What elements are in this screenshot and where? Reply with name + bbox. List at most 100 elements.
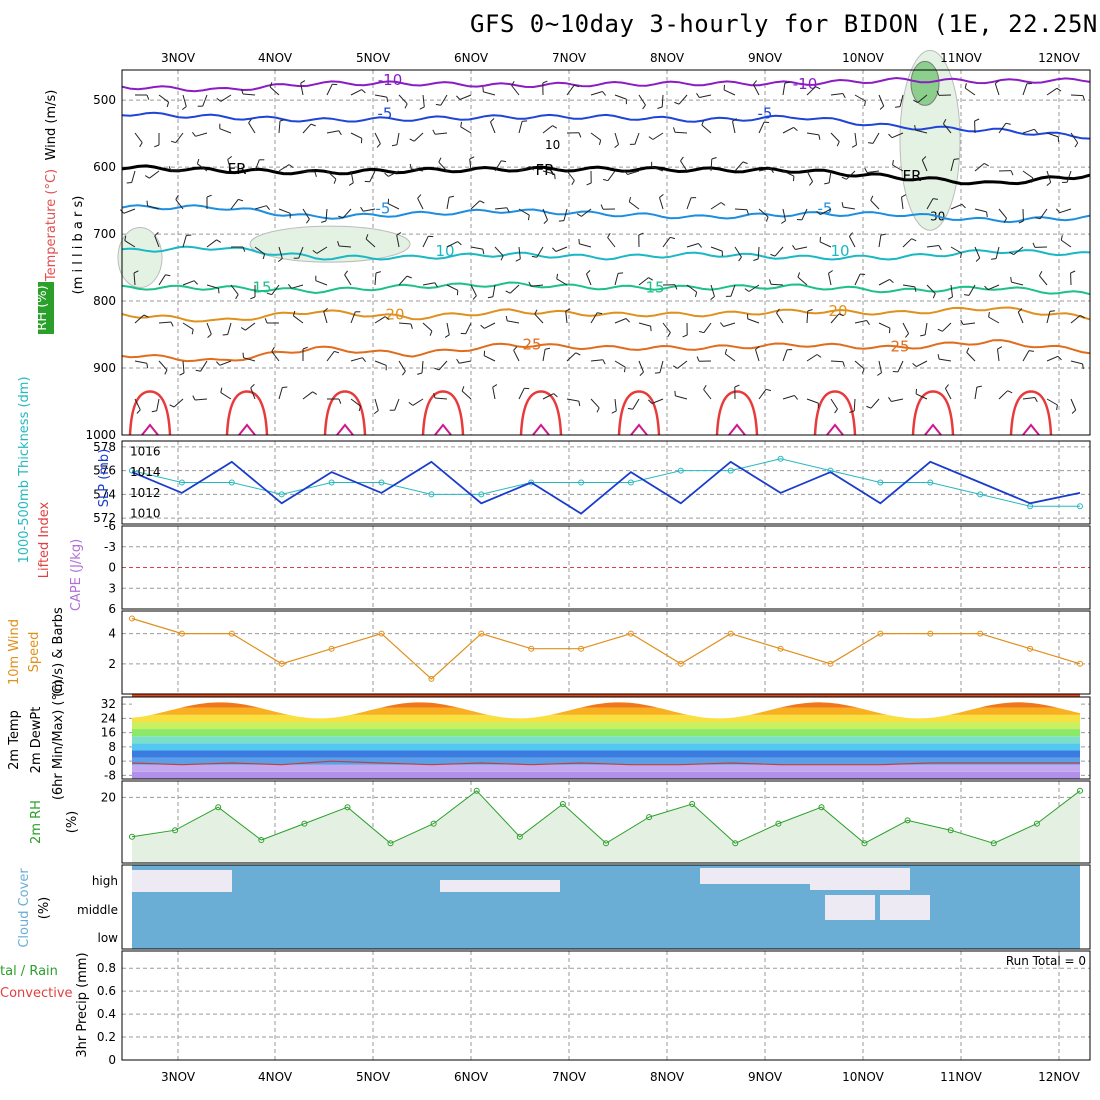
wind-barb bbox=[374, 132, 381, 144]
wind-barb-flag bbox=[323, 308, 329, 312]
wind-barb-flag bbox=[449, 195, 455, 198]
wind-barb bbox=[483, 91, 496, 96]
wind-barb-flag bbox=[264, 318, 268, 324]
cloud-fill bbox=[132, 865, 1080, 949]
wind-barb bbox=[627, 170, 640, 175]
wind-barb bbox=[964, 87, 976, 96]
wind-barb-flag bbox=[984, 162, 989, 167]
wind-barb bbox=[878, 360, 882, 373]
top-date-label: 10NOV bbox=[842, 51, 884, 65]
wind-barb-flag bbox=[937, 328, 943, 332]
wind-barb-flag bbox=[312, 249, 318, 254]
wind-barb-flag bbox=[333, 178, 337, 184]
wind-barb bbox=[1059, 208, 1072, 214]
wind-barb-flag bbox=[974, 118, 980, 122]
temp2m-tick-label: -8 bbox=[104, 768, 116, 782]
wind-barb bbox=[398, 322, 412, 325]
top-date-label: 12NOV bbox=[1038, 51, 1080, 65]
isotherm-line bbox=[121, 245, 1091, 261]
wind-barb-flag bbox=[505, 290, 511, 294]
wind-barb-flag bbox=[842, 361, 845, 367]
wind-barb bbox=[556, 278, 568, 286]
wind-barb bbox=[465, 322, 472, 335]
wind-barb bbox=[350, 89, 362, 96]
wind-barb bbox=[652, 132, 664, 140]
wind-barb bbox=[446, 241, 458, 248]
wind-barb-flag bbox=[861, 368, 865, 374]
precip-axis-label: 3hr Precip (mm) bbox=[75, 952, 90, 1057]
wind-barb-flag bbox=[674, 390, 676, 396]
wind-barb bbox=[974, 387, 978, 400]
wind-barb-flag bbox=[242, 246, 246, 252]
wind-barb bbox=[278, 246, 283, 259]
wind-barb-flag bbox=[1080, 314, 1085, 319]
top-date-label: 11NOV bbox=[940, 51, 982, 65]
wind-barb bbox=[998, 122, 1007, 134]
wind-barb-flag bbox=[1071, 409, 1077, 414]
wind-barb-flag bbox=[913, 99, 918, 104]
wind-barb bbox=[892, 164, 904, 172]
wind-barb-flag bbox=[136, 409, 141, 414]
wind-barb bbox=[634, 132, 640, 145]
wind-barb bbox=[555, 246, 568, 252]
wind-barb-flag bbox=[1034, 397, 1038, 403]
wind-barb bbox=[158, 274, 166, 286]
isotherm-30-loop bbox=[323, 390, 367, 436]
wind-barb bbox=[492, 284, 496, 297]
isotherm-line bbox=[121, 111, 1091, 140]
run-total-label: Run Total = 0 bbox=[1006, 954, 1086, 968]
wind-barb-flag bbox=[734, 384, 740, 388]
temp-color-band bbox=[132, 757, 1080, 765]
wind-barb-flag bbox=[1028, 350, 1034, 352]
wind-barb bbox=[507, 320, 520, 324]
wind-barb-flag bbox=[672, 365, 678, 369]
wind-barb-flag bbox=[674, 101, 680, 105]
wind-barb bbox=[1022, 83, 1028, 96]
wind-barb bbox=[614, 273, 619, 286]
wind-barb bbox=[446, 322, 450, 335]
wind-barb bbox=[134, 132, 143, 143]
wind-barb bbox=[902, 238, 912, 248]
wind-barb bbox=[686, 284, 697, 293]
wind-barb bbox=[614, 360, 626, 368]
temp2m-tick-label: 24 bbox=[101, 711, 116, 725]
isotherm-30-loop bbox=[519, 390, 563, 436]
wind-barb-flag bbox=[222, 334, 228, 336]
wind-barb-flag bbox=[696, 93, 700, 98]
wind-barb bbox=[469, 159, 472, 172]
wind-barb-flag bbox=[179, 372, 185, 376]
wind-barb bbox=[250, 387, 256, 400]
pressure-tick-label: 700 bbox=[93, 227, 116, 241]
wind-barb bbox=[674, 131, 688, 134]
precip-convective-label: Convective bbox=[0, 986, 73, 1001]
wind-barb-flag bbox=[1034, 128, 1038, 134]
lifted-tick-label: 0 bbox=[108, 561, 116, 575]
wind-barb-flag bbox=[877, 372, 882, 376]
wind-barb-flag bbox=[1038, 271, 1043, 276]
contour-label: -5 bbox=[376, 200, 391, 218]
wind-barb-flag bbox=[770, 253, 776, 257]
minmax-label: (6hr Min/Max) (°C) bbox=[51, 680, 66, 800]
wind-barb-flag bbox=[1005, 122, 1011, 125]
wind-barb-flag bbox=[534, 309, 538, 315]
wind-barb-flag bbox=[586, 270, 591, 275]
wind-barb bbox=[997, 349, 1000, 362]
wind-barb bbox=[565, 311, 568, 324]
wind-barb bbox=[470, 200, 481, 210]
wind-barb-flag bbox=[305, 218, 310, 224]
temp-color-band bbox=[132, 721, 1080, 730]
wind-barb bbox=[926, 245, 939, 248]
wind-barb-flag bbox=[542, 80, 548, 84]
wind-barb-flag bbox=[408, 401, 414, 406]
wind-barb bbox=[966, 352, 976, 362]
wind-barb-flag bbox=[793, 127, 798, 131]
precip-tick-label: 0.2 bbox=[97, 1030, 116, 1044]
wind-barb-flag bbox=[1082, 363, 1084, 369]
wind-barb-flag bbox=[797, 272, 801, 278]
wind-barb bbox=[782, 395, 795, 400]
wind-barb bbox=[278, 120, 281, 134]
wind-barb bbox=[133, 272, 136, 286]
wind-barb-flag bbox=[429, 330, 433, 336]
isotherm-35-loop bbox=[238, 423, 256, 436]
wind-barb-flag bbox=[596, 407, 600, 413]
